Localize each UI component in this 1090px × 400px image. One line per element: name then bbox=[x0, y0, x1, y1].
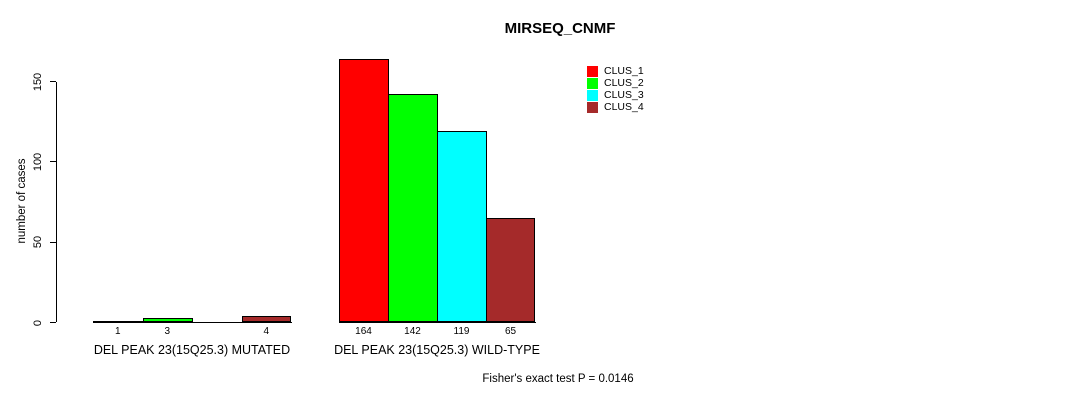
legend-label: CLUS_3 bbox=[604, 89, 644, 101]
bar-clus_3 bbox=[437, 131, 487, 323]
legend-label: CLUS_2 bbox=[604, 77, 644, 89]
bar-value-label: 4 bbox=[263, 326, 270, 337]
fisher-test-annotation: Fisher's exact test P = 0.0146 bbox=[482, 373, 634, 385]
y-tick bbox=[50, 241, 56, 243]
legend-label: CLUS_4 bbox=[604, 101, 644, 113]
bar-value-label: 1 bbox=[114, 326, 121, 337]
bar-clus_1 bbox=[339, 59, 389, 323]
group-axis-label: DEL PEAK 23(15Q25.3) WILD-TYPE bbox=[334, 343, 540, 357]
bar-value-label: 164 bbox=[355, 326, 372, 337]
legend-swatch-clus_3 bbox=[587, 89, 598, 101]
legend-swatch-clus_4 bbox=[587, 101, 598, 113]
y-axis-line bbox=[56, 81, 58, 323]
group-baseline bbox=[92, 321, 292, 324]
legend-swatch-clus_2 bbox=[587, 77, 598, 89]
bar-value-label: 142 bbox=[404, 326, 421, 337]
chart-title: MIRSEQ_CNMF bbox=[504, 20, 616, 37]
y-tick bbox=[50, 81, 56, 83]
bar-value-label: 119 bbox=[453, 326, 470, 337]
bar-clus_4 bbox=[486, 218, 535, 323]
group-baseline bbox=[338, 321, 536, 324]
legend-swatch-clus_1 bbox=[587, 65, 598, 77]
y-tick bbox=[50, 161, 56, 163]
bar-value-label: 65 bbox=[504, 326, 517, 337]
group-axis-label: DEL PEAK 23(15Q25.3) MUTATED bbox=[93, 343, 291, 357]
y-tick bbox=[50, 321, 56, 324]
bar-clus_2 bbox=[388, 94, 438, 323]
legend-label: CLUS_1 bbox=[604, 65, 644, 77]
bar-value-label: 3 bbox=[164, 326, 171, 337]
